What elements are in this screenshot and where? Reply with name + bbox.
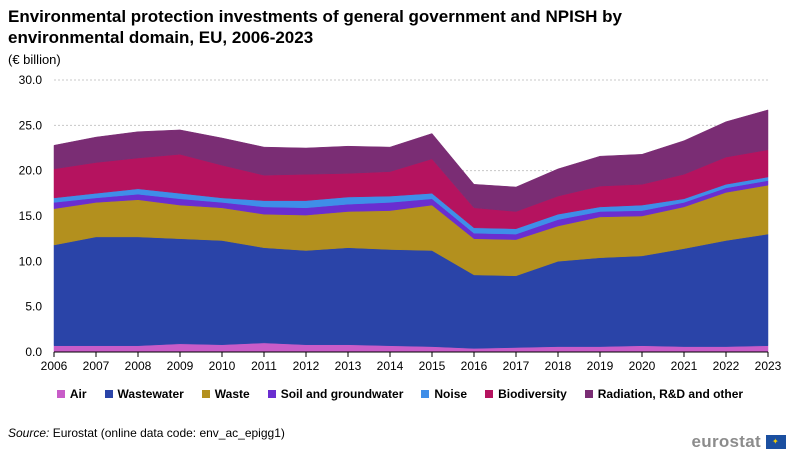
legend-item: Radiation, R&D and other	[584, 387, 744, 401]
y-tick-label: 10.0	[19, 254, 43, 268]
legend-item: Noise	[421, 387, 467, 401]
y-tick-label: 0.0	[25, 345, 42, 359]
legend-swatch	[104, 390, 113, 398]
legend-label: Biodiversity	[498, 387, 567, 401]
y-tick-label: 30.0	[19, 73, 43, 87]
x-tick-label: 2020	[629, 359, 656, 373]
legend-item: Wastewater	[104, 387, 184, 401]
x-tick-label: 2011	[251, 359, 277, 373]
x-tick-label: 2019	[587, 359, 614, 373]
area-radiation-r-d-and-other	[53, 109, 769, 212]
eu-flag-icon: ✦	[766, 435, 786, 449]
legend-item: Biodiversity	[485, 387, 567, 401]
logo-text: eurostat	[691, 432, 761, 451]
legend-label: Waste	[214, 387, 250, 401]
legend-swatch	[485, 390, 494, 398]
chart-title: Environmental protection investments of …	[8, 7, 623, 47]
y-tick-label: 5.0	[25, 300, 42, 314]
eurostat-logo: eurostat ✦	[692, 432, 786, 452]
x-tick-label: 2010	[209, 359, 236, 373]
source-label: Source:	[8, 426, 50, 440]
y-tick-label: 25.0	[19, 118, 43, 132]
legend-label: Radiation, R&D and other	[597, 387, 744, 401]
legend-item: Air	[56, 387, 87, 401]
x-tick-label: 2009	[167, 359, 194, 373]
chart-legend: Air Wastewater Waste Soil and groundwater No…	[0, 387, 800, 401]
legend-item: Soil and groundwater	[267, 387, 404, 401]
legend-swatch	[56, 390, 65, 398]
x-tick-label: 2008	[125, 359, 152, 373]
unit-label: (€ billion)	[8, 52, 61, 67]
legend-swatch	[584, 390, 593, 398]
y-tick-label: 15.0	[19, 209, 43, 223]
x-tick-label: 2012	[293, 359, 320, 373]
x-tick-label: 2017	[503, 359, 530, 373]
x-tick-label: 2015	[419, 359, 446, 373]
x-tick-label: 2022	[713, 359, 740, 373]
x-tick-label: 2013	[335, 359, 362, 373]
legend-swatch	[267, 390, 276, 398]
legend-swatch	[201, 390, 210, 398]
legend-label: Noise	[434, 387, 468, 401]
x-tick-label: 2006	[41, 359, 68, 373]
source-text: Eurostat (online data code: env_ac_epigg…	[52, 426, 285, 440]
legend-label: Air	[69, 387, 87, 401]
legend-label: Wastewater	[117, 387, 184, 401]
x-tick-label: 2023	[755, 359, 782, 373]
source-note: Source: Eurostat (online data code: env_…	[8, 426, 285, 440]
legend-label: Soil and groundwater	[280, 387, 404, 401]
y-tick-label: 20.0	[19, 164, 43, 178]
x-tick-label: 2021	[671, 359, 698, 373]
x-tick-label: 2016	[461, 359, 488, 373]
x-tick-label: 2014	[377, 359, 404, 373]
legend-swatch	[421, 390, 430, 398]
x-tick-label: 2007	[83, 359, 110, 373]
legend-item: Waste	[201, 387, 250, 401]
x-tick-label: 2018	[545, 359, 572, 373]
